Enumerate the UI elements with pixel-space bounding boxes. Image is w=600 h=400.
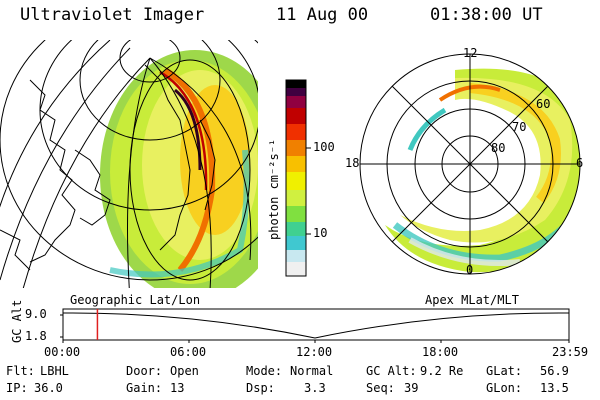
seq-value: 39: [404, 381, 418, 395]
altitude-xtick-0000: 00:00: [44, 345, 80, 359]
altitude-xtick-1200: 12:00: [296, 345, 332, 359]
altitude-ytick-low: 1.8: [25, 329, 47, 343]
glat-value: 56.9: [540, 364, 569, 378]
gcalt-label: GC Alt:: [366, 364, 417, 378]
seq-label: Seq:: [366, 381, 395, 395]
glon-label: GLon:: [486, 381, 522, 395]
filter-label: Flt:: [6, 364, 35, 378]
colorbar: [286, 80, 311, 276]
altitude-ytick-high: 9.0: [25, 307, 47, 321]
mlt-label-0: 0: [466, 263, 473, 277]
dsp-value: 3.3: [304, 381, 326, 395]
altitude-xtick-2359: 23:59: [552, 345, 588, 359]
altitude-ylabel: GC Alt: [10, 300, 24, 343]
altitude-plot: [60, 309, 569, 343]
dsp-label: Dsp:: [246, 381, 275, 395]
colorbar-label: photon cm⁻²s⁻¹: [267, 139, 281, 240]
geographic-map: [0, 0, 300, 300]
mode-value: Normal: [290, 364, 333, 378]
gain-label: Gain:: [126, 381, 162, 395]
ip-label: IP:: [6, 381, 28, 395]
lat-label-60: 60: [536, 97, 550, 111]
lat-label-80: 80: [491, 141, 505, 155]
altitude-xtick-1800: 18:00: [422, 345, 458, 359]
gcalt-value: 9.2 Re: [420, 364, 463, 378]
geographic-map-label: Geographic Lat/Lon: [70, 293, 200, 307]
door-value: Open: [170, 364, 199, 378]
mlt-label-18: 18: [345, 156, 359, 170]
filter-value: LBHL: [40, 364, 69, 378]
ip-value: 36.0: [34, 381, 63, 395]
apex-map-label: Apex MLat/MLT: [425, 293, 519, 307]
door-label: Door:: [126, 364, 162, 378]
glat-label: GLat:: [486, 364, 522, 378]
glon-value: 13.5: [540, 381, 569, 395]
mlt-label-6: 6: [576, 156, 583, 170]
polar-plot: [355, 50, 585, 280]
colorbar-tick-100: 100: [313, 140, 335, 154]
mode-label: Mode:: [246, 364, 282, 378]
colorbar-tick-10: 10: [313, 226, 327, 240]
mlt-label-12: 12: [463, 46, 477, 60]
main-canvas: [0, 0, 600, 400]
gain-value: 13: [170, 381, 184, 395]
altitude-xtick-0600: 06:00: [170, 345, 206, 359]
altitude-plot-frame: [63, 309, 569, 340]
altitude-curve: [63, 313, 569, 338]
lat-label-70: 70: [512, 120, 526, 134]
